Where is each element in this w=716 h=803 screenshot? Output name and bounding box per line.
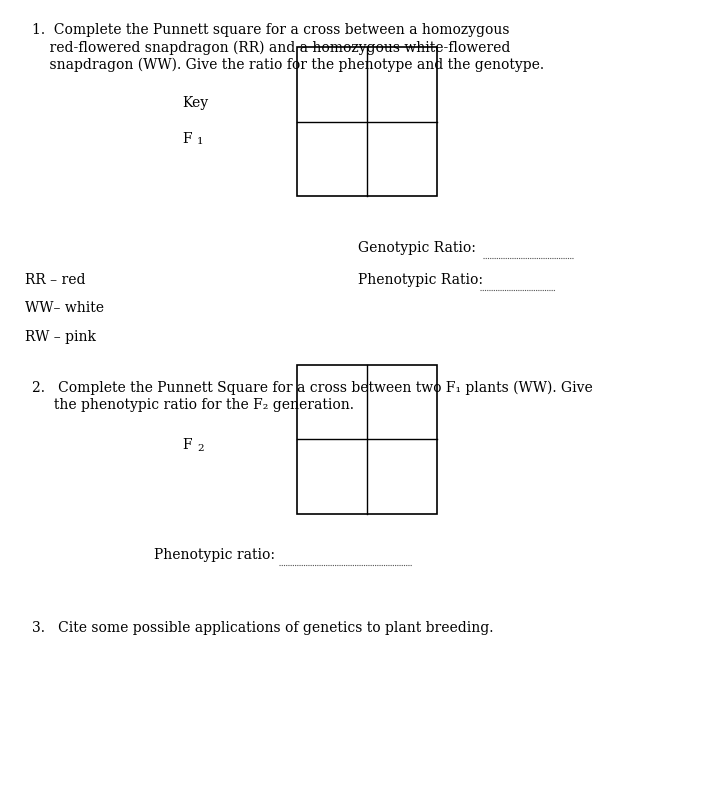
Text: the phenotypic ratio for the F₂ generation.: the phenotypic ratio for the F₂ generati… [32,397,354,411]
Text: Genotypic Ratio:: Genotypic Ratio: [358,241,476,255]
Text: snapdragon (WW). Give the ratio for the phenotype and the genotype.: snapdragon (WW). Give the ratio for the … [32,58,544,72]
Bar [297,48,437,197]
Text: red-flowered snapdragon (RR) and a homozygous white-flowered: red-flowered snapdragon (RR) and a homoz… [32,40,511,55]
Text: 1: 1 [197,137,203,145]
Text: RW – pink: RW – pink [25,329,96,343]
Text: 1.  Complete the Punnett square for a cross between a homozygous: 1. Complete the Punnett square for a cro… [32,22,510,36]
Text: 3.   Cite some possible applications of genetics to plant breeding.: 3. Cite some possible applications of ge… [32,620,494,634]
Text: F: F [183,438,192,451]
Text: RR – red: RR – red [25,273,85,287]
Text: 2: 2 [197,443,203,452]
Text: F: F [183,132,192,145]
Text: WW– white: WW– white [25,301,104,315]
Text: Phenotypic Ratio:: Phenotypic Ratio: [358,273,483,287]
Text: Phenotypic ratio:: Phenotypic ratio: [154,548,275,561]
Text: 2.   Complete the Punnett Square for a cross between two F₁ plants (WW). Give: 2. Complete the Punnett Square for a cro… [32,380,593,394]
Text: Key: Key [183,96,208,110]
Bar [297,365,437,514]
